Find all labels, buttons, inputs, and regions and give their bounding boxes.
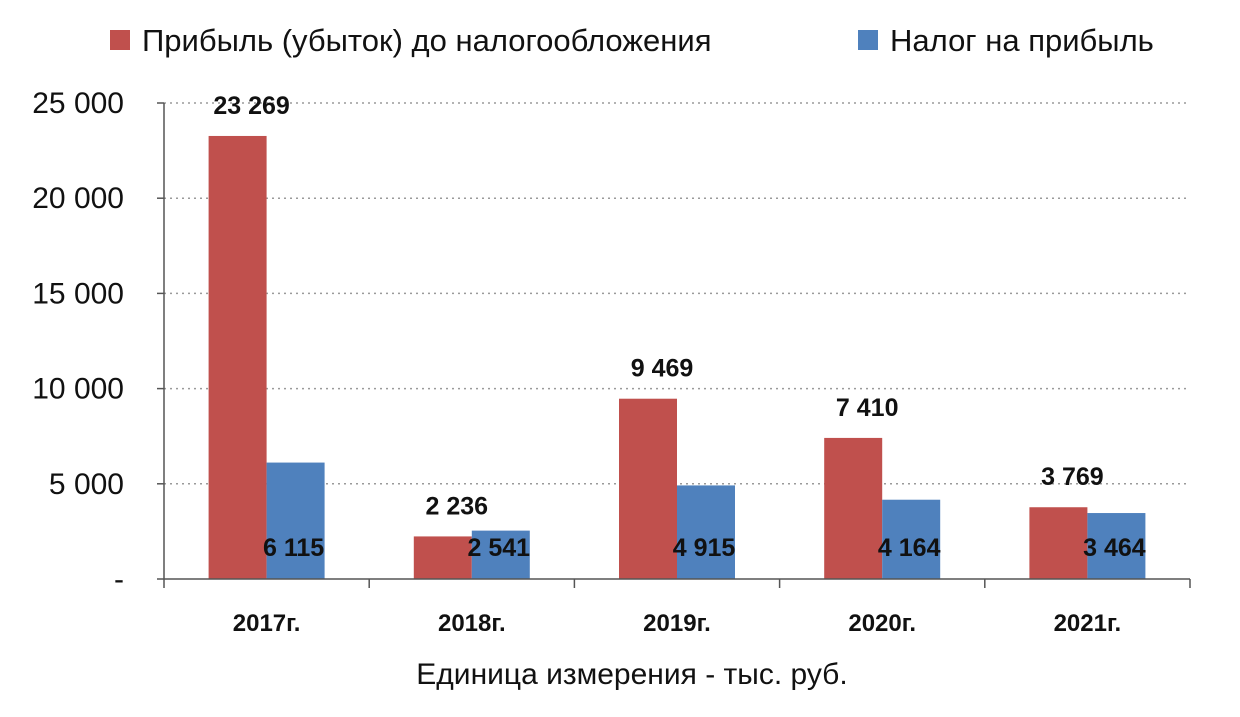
x-tick-label: 2020г.	[848, 610, 916, 637]
y-tick-label: -	[114, 563, 124, 596]
x-tick-label: 2019г.	[643, 610, 711, 637]
bar-income-tax	[1087, 513, 1146, 579]
bar-profit-before-tax	[413, 536, 472, 579]
y-axis: - 5 000 10 000 15 000 20 000 25 000	[32, 87, 165, 596]
data-label-profit-before-tax: 23 269	[213, 92, 289, 120]
data-label-income-tax: 4 915	[673, 534, 736, 562]
data-label-profit-before-tax: 7 410	[836, 394, 899, 422]
y-tick-label: 15 000	[32, 277, 124, 310]
legend-label: Налог на прибыль	[890, 23, 1154, 58]
y-tick-label: 20 000	[32, 182, 124, 215]
bar-profit-before-tax	[619, 398, 677, 579]
x-tick-label: 2018г.	[438, 610, 506, 637]
legend-label: Прибыль (убыток) до налогообложения	[142, 23, 712, 58]
bar-profit-before-tax	[1029, 507, 1088, 579]
x-tick-label: 2017г.	[233, 610, 301, 637]
legend-swatch	[858, 30, 878, 50]
legend: Прибыль (убыток) до налогообложения Налог…	[110, 23, 1154, 58]
bar-profit-before-tax	[824, 437, 883, 579]
bar-income-tax	[266, 462, 325, 579]
data-label-income-tax: 4 164	[878, 534, 941, 562]
x-axis-label: Единица измерения - тыс. руб.	[416, 658, 847, 691]
x-tick-label: 2021г.	[1054, 610, 1122, 637]
data-label-profit-before-tax: 9 469	[631, 355, 694, 383]
y-tick-label: 5 000	[49, 468, 124, 501]
legend-swatch	[110, 30, 130, 50]
data-label-income-tax: 3 464	[1083, 534, 1146, 562]
data-label-profit-before-tax: 3 769	[1041, 463, 1104, 491]
y-tick-label: 10 000	[32, 373, 124, 406]
bar-income-tax	[471, 530, 530, 579]
y-tick-label: 25 000	[32, 87, 124, 120]
bar-income-tax	[882, 499, 941, 579]
bars	[208, 135, 1146, 579]
bar-profit-before-tax	[208, 135, 267, 579]
data-label-income-tax: 2 541	[468, 534, 531, 562]
data-labels: 23 269 6 115 2 236 2 541 9 469 4 915 7 410 4 16…	[213, 92, 1145, 562]
x-axis: 2017г. 2018г. 2019г. 2020г. 2021г.	[163, 578, 1191, 637]
bar-income-tax	[677, 485, 735, 579]
data-label-income-tax: 6 115	[263, 534, 324, 562]
data-label-profit-before-tax: 2 236	[426, 492, 489, 520]
